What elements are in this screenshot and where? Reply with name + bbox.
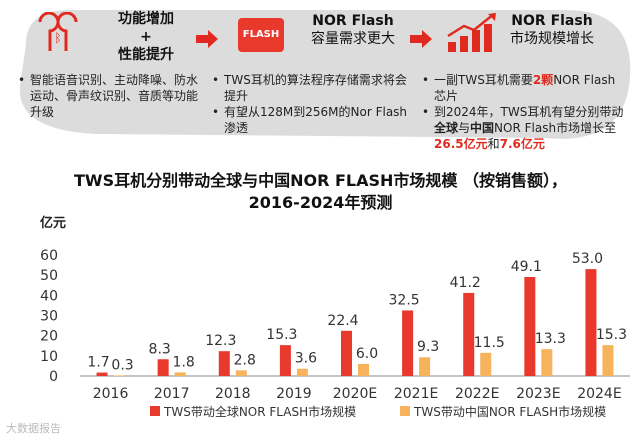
y-tick-label: 0	[49, 369, 58, 385]
bar-global	[463, 292, 475, 376]
bar-china	[358, 363, 369, 376]
x-tick-label: 2019	[276, 386, 312, 402]
data-label-global: 1.7	[87, 355, 109, 371]
data-label-china: 2.8	[234, 352, 256, 368]
y-tick-label: 10	[40, 349, 58, 365]
growth-chart-icon	[447, 13, 496, 52]
bar-china	[235, 370, 247, 376]
bar-china	[419, 357, 431, 376]
x-tick-label: 2018	[215, 386, 251, 402]
data-label-global: 53.0	[572, 251, 603, 267]
legend-label-china: TWS带动中国NOR FLASH市场规模	[413, 404, 606, 419]
y-tick-label: 30	[40, 309, 58, 325]
x-tick-label: 2016	[93, 386, 129, 402]
col2-text: TWS耳机的算法程序存储需求将会提升 有望从128M到256M的Nor Flas…	[212, 72, 408, 136]
bar-china	[296, 368, 308, 376]
col1-text: 智能语音识别、主动降噪、防水运动、骨声纹识别、音质等功能升级	[18, 72, 208, 120]
bar-global	[157, 359, 169, 376]
x-tick-label: 2020E	[333, 386, 377, 402]
data-label-china: 6.0	[356, 346, 378, 362]
data-label-china: 13.3	[535, 331, 566, 347]
info-banner: ᛒ 功能增加 + 性能提升 智能语音识别、主动降噪、防水运动、骨声纹识别、音质等…	[6, 6, 634, 156]
bar-global	[96, 372, 108, 376]
bar-global	[341, 330, 352, 376]
bar-global	[279, 345, 291, 376]
y-tick-label: 20	[40, 329, 58, 345]
x-tick-label: 2021E	[394, 386, 438, 402]
y-tick-label: 50	[40, 268, 58, 284]
bar-china	[480, 352, 492, 376]
data-label-china: 15.3	[596, 327, 627, 343]
arrow-right-icon	[410, 30, 432, 48]
watermark: 大数据报告	[6, 422, 61, 435]
data-label-global: 22.4	[327, 313, 358, 329]
y-tick-label: 40	[40, 288, 58, 304]
bar-china	[174, 372, 186, 376]
x-tick-label: 2022E	[455, 386, 499, 402]
data-label-china: 9.3	[417, 339, 439, 355]
y-axis-label: 亿元	[40, 215, 66, 231]
y-tick-label: 60	[40, 248, 58, 264]
bar-global	[218, 351, 230, 376]
data-label-china: 0.3	[111, 357, 133, 373]
x-tick-label: 2017	[154, 386, 190, 402]
col2-head: NOR Flash 容量需求更大	[311, 13, 395, 47]
legend-swatch-china	[400, 406, 410, 416]
chart-title: TWS耳机分别带动全球与中国NOR FLASH市场规模 （按销售额）， 2016…	[74, 171, 567, 212]
bar-china	[541, 349, 553, 376]
data-label-global: 12.3	[205, 333, 236, 349]
data-label-global: 8.3	[149, 341, 171, 357]
col3-head: NOR Flash 市场规模增长	[510, 13, 594, 47]
svg-text:ᛒ: ᛒ	[54, 31, 61, 45]
legend-label-global: TWS带动全球NOR FLASH市场规模	[163, 404, 356, 419]
bar-china	[113, 375, 125, 376]
data-label-global: 32.5	[389, 292, 420, 308]
earbuds-icon: ᛒ	[38, 12, 78, 51]
bar-global	[402, 310, 414, 376]
bar-global	[585, 269, 597, 376]
flash-chip-icon: FLASH	[238, 18, 284, 52]
col3-text: 一副TWS耳机需要2颗NOR Flash芯片 到2024年，TWS耳机有望分别带…	[422, 72, 626, 152]
data-label-china: 1.8	[173, 354, 195, 370]
data-label-china: 3.6	[295, 351, 317, 367]
x-tick-label: 2023E	[516, 386, 560, 402]
bar-chart: 亿元 0 10 20 30 40 50 60 2016 1.7 0.3 2017 8.31.8 2018 1…	[40, 215, 630, 419]
legend-swatch-global	[150, 406, 160, 416]
bar-china	[602, 345, 614, 376]
data-label-global: 41.2	[450, 275, 481, 291]
data-label-global: 15.3	[266, 327, 297, 343]
data-label-global: 49.1	[511, 259, 542, 275]
arrow-right-icon	[196, 30, 218, 48]
data-label-china: 11.5	[474, 335, 505, 351]
col1-head: 功能增加 + 性能提升	[118, 11, 174, 63]
bar-global	[524, 276, 536, 376]
x-tick-label: 2024E	[577, 386, 621, 402]
